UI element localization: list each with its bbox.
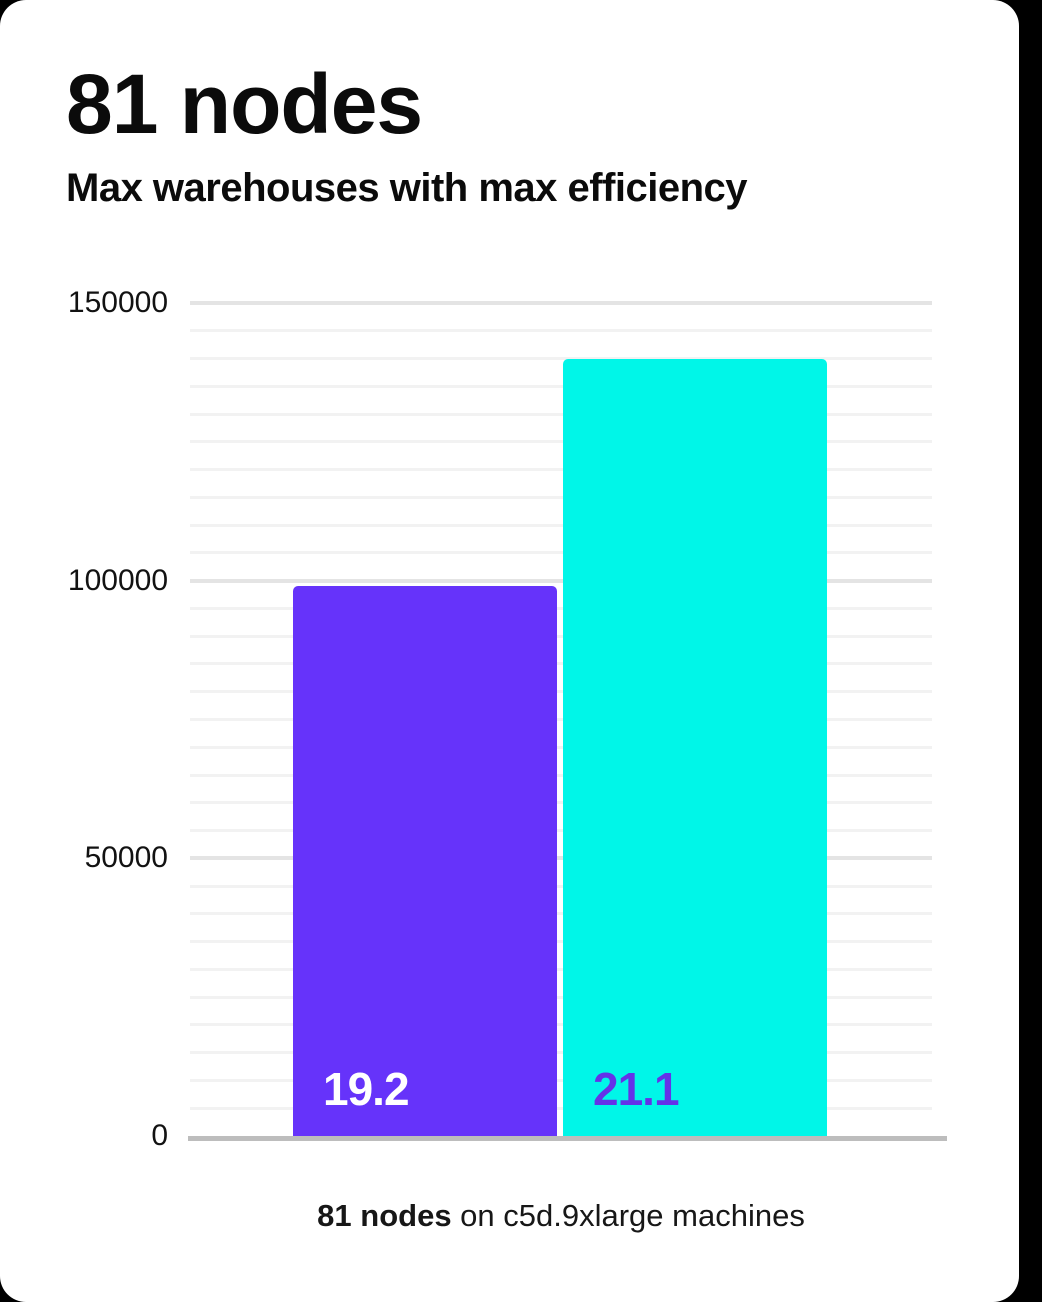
minor-gridline	[190, 413, 932, 416]
y-axis-tick-label: 0	[151, 1119, 168, 1152]
x-axis-line	[188, 1136, 947, 1141]
minor-gridline	[190, 440, 932, 443]
minor-gridline	[190, 801, 932, 804]
minor-gridline	[190, 385, 932, 388]
minor-gridline	[190, 496, 932, 499]
minor-gridline	[190, 468, 932, 471]
caption-bold-text: 81 nodes	[317, 1198, 452, 1233]
major-gridline	[190, 579, 932, 583]
minor-gridline	[190, 996, 932, 999]
minor-gridline	[190, 524, 932, 527]
minor-gridline	[190, 1023, 932, 1026]
minor-gridline	[190, 635, 932, 638]
minor-gridline	[190, 1079, 932, 1082]
minor-gridline	[190, 607, 932, 610]
minor-gridline	[190, 662, 932, 665]
chart-card: 81 nodes Max warehouses with max efficie…	[0, 0, 1019, 1302]
chart-caption: 81 nodes on c5d.9xlarge machines	[190, 1196, 932, 1236]
minor-gridline	[190, 940, 932, 943]
minor-gridline	[190, 1107, 932, 1110]
minor-gridline	[190, 885, 932, 888]
minor-gridline	[190, 968, 932, 971]
y-axis-tick-label: 150000	[67, 286, 168, 319]
bar-1: 19.2	[293, 586, 557, 1136]
minor-gridline	[190, 774, 932, 777]
minor-gridline	[190, 1051, 932, 1054]
bar-2: 21.1	[563, 359, 827, 1136]
major-gridline	[190, 856, 932, 860]
y-axis-tick-label: 100000	[67, 564, 168, 597]
major-gridline	[190, 301, 932, 305]
minor-gridline	[190, 551, 932, 554]
minor-gridline	[190, 329, 932, 332]
caption-regular-text: on c5d.9xlarge machines	[451, 1198, 805, 1233]
minor-gridline	[190, 718, 932, 721]
chart-title: 81 nodes	[66, 57, 423, 151]
bar-value-label: 19.2	[323, 1063, 410, 1115]
minor-gridline	[190, 912, 932, 915]
bar-value-label: 21.1	[593, 1063, 680, 1115]
y-axis-tick-label: 50000	[84, 841, 168, 874]
minor-gridline	[190, 829, 932, 832]
minor-gridline	[190, 690, 932, 693]
minor-gridline	[190, 746, 932, 749]
minor-gridline	[190, 357, 932, 360]
bar-chart: 19.2 21.1 0 50000 100000 150000	[67, 286, 947, 1152]
chart-subtitle: Max warehouses with max efficiency	[66, 166, 748, 210]
